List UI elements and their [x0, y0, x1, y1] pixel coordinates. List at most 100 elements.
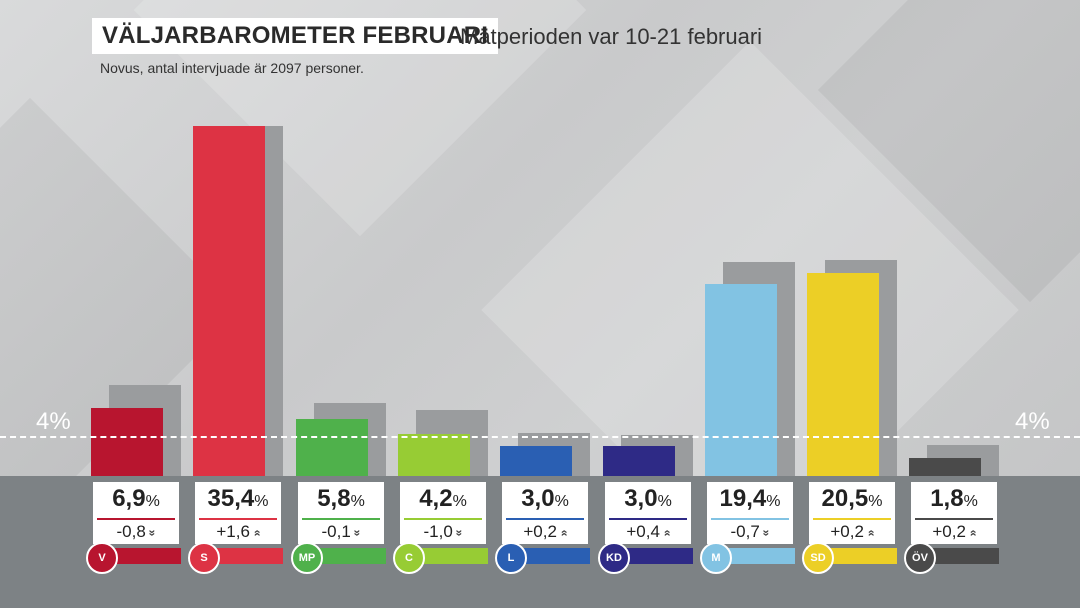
- value-label: 20,5%: [809, 484, 895, 517]
- value-card-sd: 20,5% +0,2»: [809, 482, 895, 544]
- change-value: +0,4: [626, 522, 660, 541]
- value-label: 4,2%: [400, 484, 486, 517]
- percent-sign: %: [145, 493, 160, 510]
- value-number: 20,5: [821, 485, 869, 512]
- percent-sign: %: [350, 493, 365, 510]
- value-card-c: 4,2% -1,0»: [400, 482, 486, 544]
- percent-sign: %: [963, 493, 978, 510]
- value-label: 19,4%: [707, 484, 793, 517]
- value-label: 3,0%: [605, 484, 691, 517]
- chevron-up-icon: »: [659, 529, 674, 537]
- bar-kd: [603, 446, 675, 476]
- value-card-v: 6,9% -0,8»: [93, 482, 179, 544]
- change-label: -0,7»: [707, 521, 793, 544]
- party-badge-sd: SD: [802, 542, 834, 574]
- card-separator: [506, 518, 584, 520]
- threshold-label-left: 4%: [36, 408, 71, 435]
- party-ribbon-sd: [819, 548, 897, 564]
- value-number: 3,0: [521, 485, 555, 512]
- value-label: 6,9%: [93, 484, 179, 517]
- card-separator: [199, 518, 277, 520]
- change-value: -1,0: [423, 522, 453, 541]
- party-ribbon-m: [717, 548, 795, 564]
- card-separator: [404, 518, 482, 520]
- party-ribbon-s: [205, 548, 283, 564]
- value-number: 6,9: [112, 485, 146, 512]
- card-separator: [97, 518, 175, 520]
- value-number: 5,8: [317, 485, 351, 512]
- change-value: +0,2: [830, 522, 864, 541]
- chevron-up-icon: »: [249, 529, 264, 537]
- party-badge-kd: KD: [598, 542, 630, 574]
- party-badge-mp: MP: [291, 542, 323, 574]
- threshold-label-right: 4%: [1015, 408, 1050, 435]
- percent-sign: %: [868, 493, 883, 510]
- change-label: +0,2»: [911, 521, 997, 544]
- party-ribbon-l: [512, 548, 590, 564]
- change-value: -0,8: [116, 522, 146, 541]
- party-badge-m: M: [700, 542, 732, 574]
- card-separator: [915, 518, 993, 520]
- value-label: 35,4%: [195, 484, 281, 517]
- value-number: 19,4: [719, 485, 767, 512]
- source-note: Novus, antal intervjuade är 2097 persone…: [100, 60, 364, 76]
- change-label: +1,6»: [195, 521, 281, 544]
- party-ribbon-mp: [308, 548, 386, 564]
- value-card-l: 3,0% +0,2»: [502, 482, 588, 544]
- chevron-down-icon: »: [145, 529, 160, 537]
- change-value: -0,1: [321, 522, 351, 541]
- chevron-down-icon: »: [759, 529, 774, 537]
- change-value: +0,2: [523, 522, 557, 541]
- party-ribbon-v: [103, 548, 181, 564]
- value-card-m: 19,4% -0,7»: [707, 482, 793, 544]
- percent-sign: %: [452, 493, 467, 510]
- change-label: -1,0»: [400, 521, 486, 544]
- change-label: -0,8»: [93, 521, 179, 544]
- change-value: -0,7: [730, 522, 760, 541]
- percent-sign: %: [766, 493, 781, 510]
- chevron-up-icon: »: [965, 529, 980, 537]
- party-ribbon-c: [410, 548, 488, 564]
- chevron-up-icon: »: [863, 529, 878, 537]
- party-ribbon-kd: [615, 548, 693, 564]
- threshold-line: [0, 436, 1080, 439]
- value-card-mp: 5,8% -0,1»: [298, 482, 384, 544]
- value-label: 1,8%: [911, 484, 997, 517]
- change-value: +0,2: [932, 522, 966, 541]
- value-number: 3,0: [624, 485, 658, 512]
- value-label: 3,0%: [502, 484, 588, 517]
- party-badge-l: L: [495, 542, 527, 574]
- page-subtitle: Mätperioden var 10-21 februari: [460, 24, 763, 49]
- percent-sign: %: [254, 493, 269, 510]
- change-label: -0,1»: [298, 521, 384, 544]
- percent-sign: %: [657, 493, 672, 510]
- card-separator: [711, 518, 789, 520]
- chevron-up-icon: »: [556, 529, 571, 537]
- change-label: +0,4»: [605, 521, 691, 544]
- bar-l: [500, 446, 572, 476]
- page-title: VÄLJARBAROMETER FEBRUARI: [92, 18, 499, 54]
- card-separator: [813, 518, 891, 520]
- value-card-s: 35,4% +1,6»: [195, 482, 281, 544]
- party-ribbon-ov: [921, 548, 999, 564]
- change-label: +0,2»: [809, 521, 895, 544]
- bar-ov: [909, 458, 981, 476]
- card-separator: [609, 518, 687, 520]
- party-badge-ov: ÖV: [904, 542, 936, 574]
- bar-m: [705, 283, 777, 476]
- value-card-kd: 3,0% +0,4»: [605, 482, 691, 544]
- bar-s: [193, 125, 265, 476]
- percent-sign: %: [554, 493, 569, 510]
- bar-v: [91, 407, 163, 476]
- value-label: 5,8%: [298, 484, 384, 517]
- value-number: 35,4: [207, 485, 255, 512]
- chevron-down-icon: »: [350, 529, 365, 537]
- change-label: +0,2»: [502, 521, 588, 544]
- party-badge-v: V: [86, 542, 118, 574]
- chevron-down-icon: »: [452, 529, 467, 537]
- bar-sd: [807, 273, 879, 476]
- bar-c: [398, 434, 470, 476]
- value-number: 1,8: [930, 485, 964, 512]
- change-value: +1,6: [216, 522, 250, 541]
